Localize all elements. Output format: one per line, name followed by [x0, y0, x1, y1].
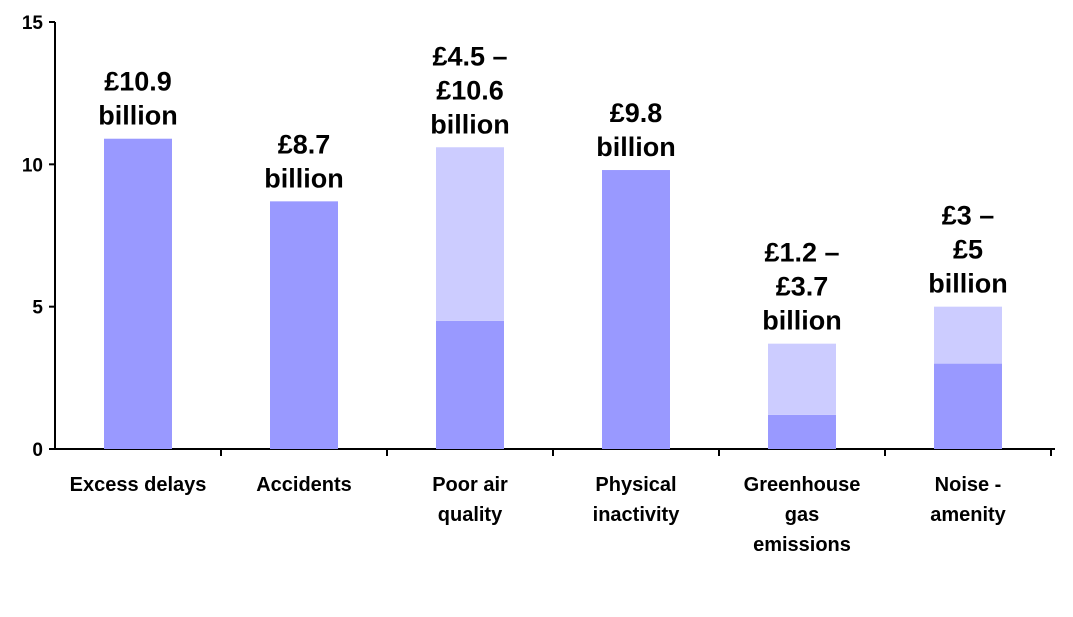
- x-category-label-line: quality: [438, 504, 503, 526]
- x-category-label: Poor air quality: [432, 474, 508, 526]
- data-label-line: billion: [430, 109, 509, 139]
- bar-segment: [768, 414, 836, 449]
- bar-segment: [768, 343, 836, 415]
- x-category-label-line: emissions: [753, 534, 851, 556]
- y-tick-label: 10: [22, 155, 43, 176]
- bar-segment: [436, 320, 504, 449]
- data-label: £3 – £5 billion: [928, 201, 1007, 299]
- data-label-line: billion: [928, 269, 1007, 299]
- data-label: £4.5 – £10.6 billion: [430, 41, 509, 139]
- bar-segment: [270, 201, 338, 449]
- x-category-label: Physical inactivity: [593, 474, 681, 526]
- y-tick-label: 5: [32, 298, 43, 319]
- data-label-line: £3.7: [776, 272, 829, 302]
- data-label-line: billion: [596, 132, 675, 162]
- x-category-label: Excess delays: [70, 474, 207, 496]
- data-label-line: billion: [264, 163, 343, 193]
- data-label: £1.2 – £3.7 billion: [762, 238, 841, 336]
- x-category-label: Accidents: [256, 474, 352, 496]
- x-category-label-line: Greenhouse: [744, 474, 861, 496]
- x-category-label: Greenhouse gas emissions: [744, 474, 861, 556]
- bar-segment: [104, 138, 172, 450]
- x-category-label: Noise - amenity: [930, 474, 1006, 526]
- data-label-line: £8.7: [278, 129, 331, 159]
- data-label-line: £9.8: [610, 98, 663, 128]
- data-label: £10.9 billion: [98, 67, 177, 131]
- data-label-line: billion: [762, 306, 841, 336]
- data-label-line: £3 –: [942, 201, 995, 231]
- y-tick-label: 15: [22, 13, 44, 34]
- bar-segment: [602, 170, 670, 449]
- x-category-label-line: Accidents: [256, 474, 352, 496]
- data-label-line: £1.2 –: [764, 238, 839, 268]
- data-label-line: billion: [98, 101, 177, 131]
- x-category-label-line: amenity: [930, 504, 1006, 526]
- x-category-label-line: gas: [785, 504, 819, 526]
- x-category-label-line: Noise -: [935, 474, 1002, 496]
- data-label: £8.7 billion: [264, 129, 343, 193]
- data-label-line: £10.9: [104, 67, 172, 97]
- x-category-label-line: inactivity: [593, 504, 681, 526]
- bar-segment: [934, 306, 1002, 364]
- x-category-label-line: Physical: [595, 474, 676, 496]
- data-label-line: £10.6: [436, 75, 504, 105]
- x-category-label-line: Excess delays: [70, 474, 207, 496]
- bar-segment: [436, 147, 504, 321]
- bar-segment: [934, 363, 1002, 449]
- x-category-label-line: Poor air: [432, 474, 508, 496]
- data-label-line: £5: [953, 235, 983, 265]
- y-tick-label: 0: [32, 440, 43, 461]
- data-label-line: £4.5 –: [432, 41, 507, 71]
- data-label: £9.8 billion: [596, 98, 675, 162]
